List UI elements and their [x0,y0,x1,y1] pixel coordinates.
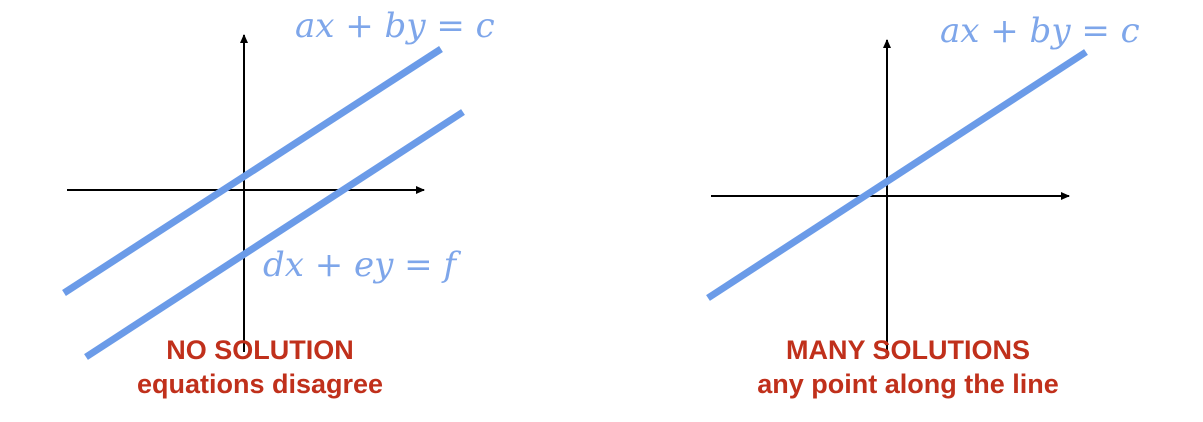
panel-many-solutions: ax + by = c MANY SOLUTIONS any point alo… [706,11,1140,399]
equation-ax-by-c-left: ax + by = c [295,6,495,46]
line-dx-ey-f [84,109,465,360]
equation-ax-by-c-right: ax + by = c [940,11,1140,51]
line-ax-by-c-right [706,49,1088,301]
caption-many-solutions-subtitle: any point along the line [757,369,1059,399]
caption-no-solution-title: NO SOLUTION [166,335,354,365]
caption-no-solution-subtitle: equations disagree [137,369,383,399]
equation-dx-ey-f: dx + ey = f [263,245,461,285]
caption-many-solutions-title: MANY SOLUTIONS [786,335,1030,365]
panel-no-solution: ax + by = c dx + ey = f NO SOLUTION equa… [62,6,495,399]
line-ax-by-c-left [62,46,443,296]
